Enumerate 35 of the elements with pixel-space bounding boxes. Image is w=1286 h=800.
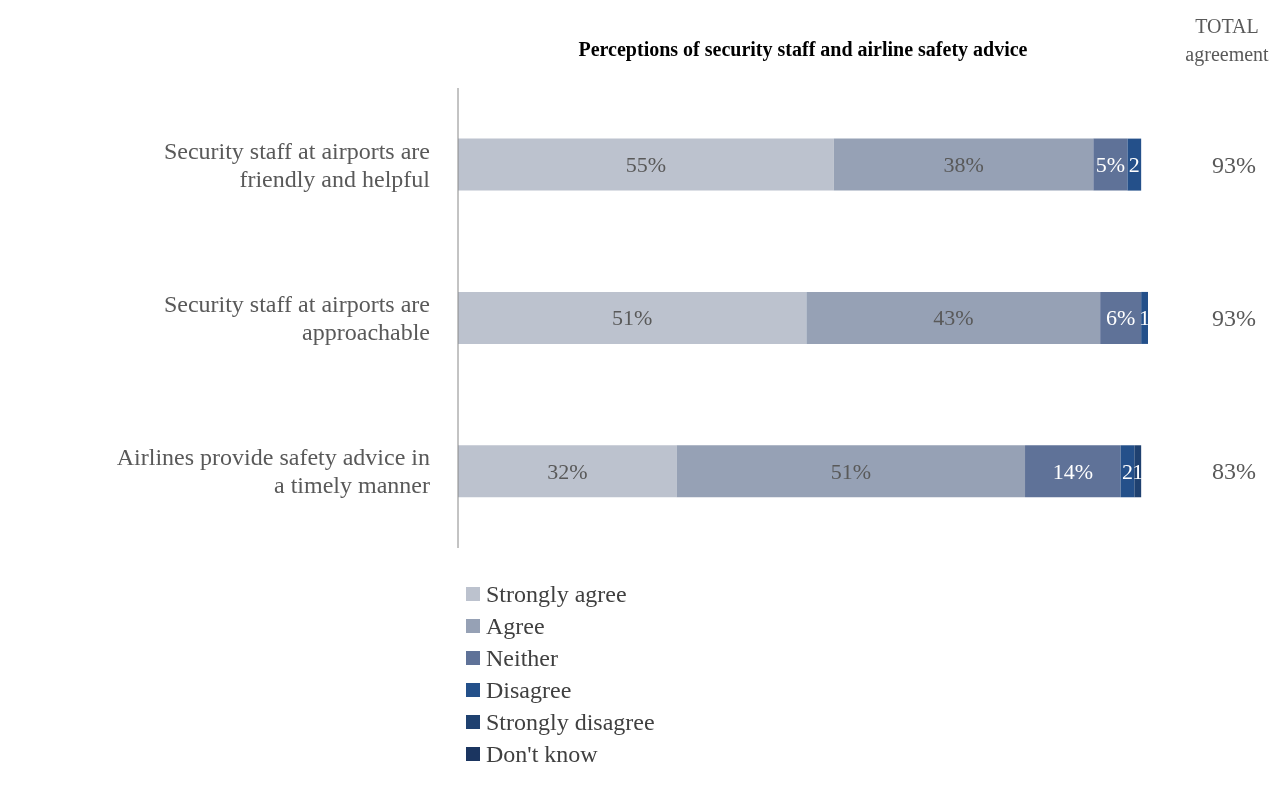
chart-title: Perceptions of security staff and airline safety advice <box>577 38 1029 61</box>
text: 93% <box>1212 305 1256 331</box>
data-label: 2 <box>1122 458 1134 484</box>
data-label: 14% <box>1052 458 1094 484</box>
data-label: 32% <box>547 458 588 484</box>
y-tick-label: Security staff at airports are approachable <box>163 291 430 345</box>
text: 83% <box>1212 458 1256 485</box>
bar <box>833 138 1094 191</box>
data-label: 5% <box>1095 152 1126 178</box>
text: TOTAL agreement <box>1184 14 1270 68</box>
bar <box>458 291 807 344</box>
text: 93% <box>1212 151 1256 178</box>
legend-label: Disagree <box>485 676 573 705</box>
bar <box>676 445 1026 498</box>
data-label: 6% <box>1106 305 1136 331</box>
data-label: 38% <box>943 152 984 178</box>
data-label: 55% <box>625 152 667 178</box>
bar <box>458 138 834 191</box>
data-label: 2 <box>1128 152 1140 178</box>
data-label: 1 <box>1139 305 1151 331</box>
data-label: 51% <box>612 305 653 331</box>
bar <box>1100 291 1142 344</box>
legend-label: Neither <box>485 644 559 673</box>
legend-label: Strongly disagree <box>485 708 656 737</box>
y-tick-label: Airlines provide safety advice in a timely manner <box>116 444 430 499</box>
bar <box>458 445 677 498</box>
data-label: 51% <box>830 458 871 484</box>
legend-label: Agree <box>485 612 546 641</box>
legend-label: Strongly agree <box>485 580 628 609</box>
data-label: 43% <box>933 305 974 331</box>
bar <box>1093 138 1128 191</box>
legend-label: Don't know <box>485 740 599 769</box>
bar <box>806 291 1101 344</box>
bar <box>1025 445 1121 498</box>
y-tick-label: Security staff at airports are friendly and helpful <box>163 137 431 192</box>
